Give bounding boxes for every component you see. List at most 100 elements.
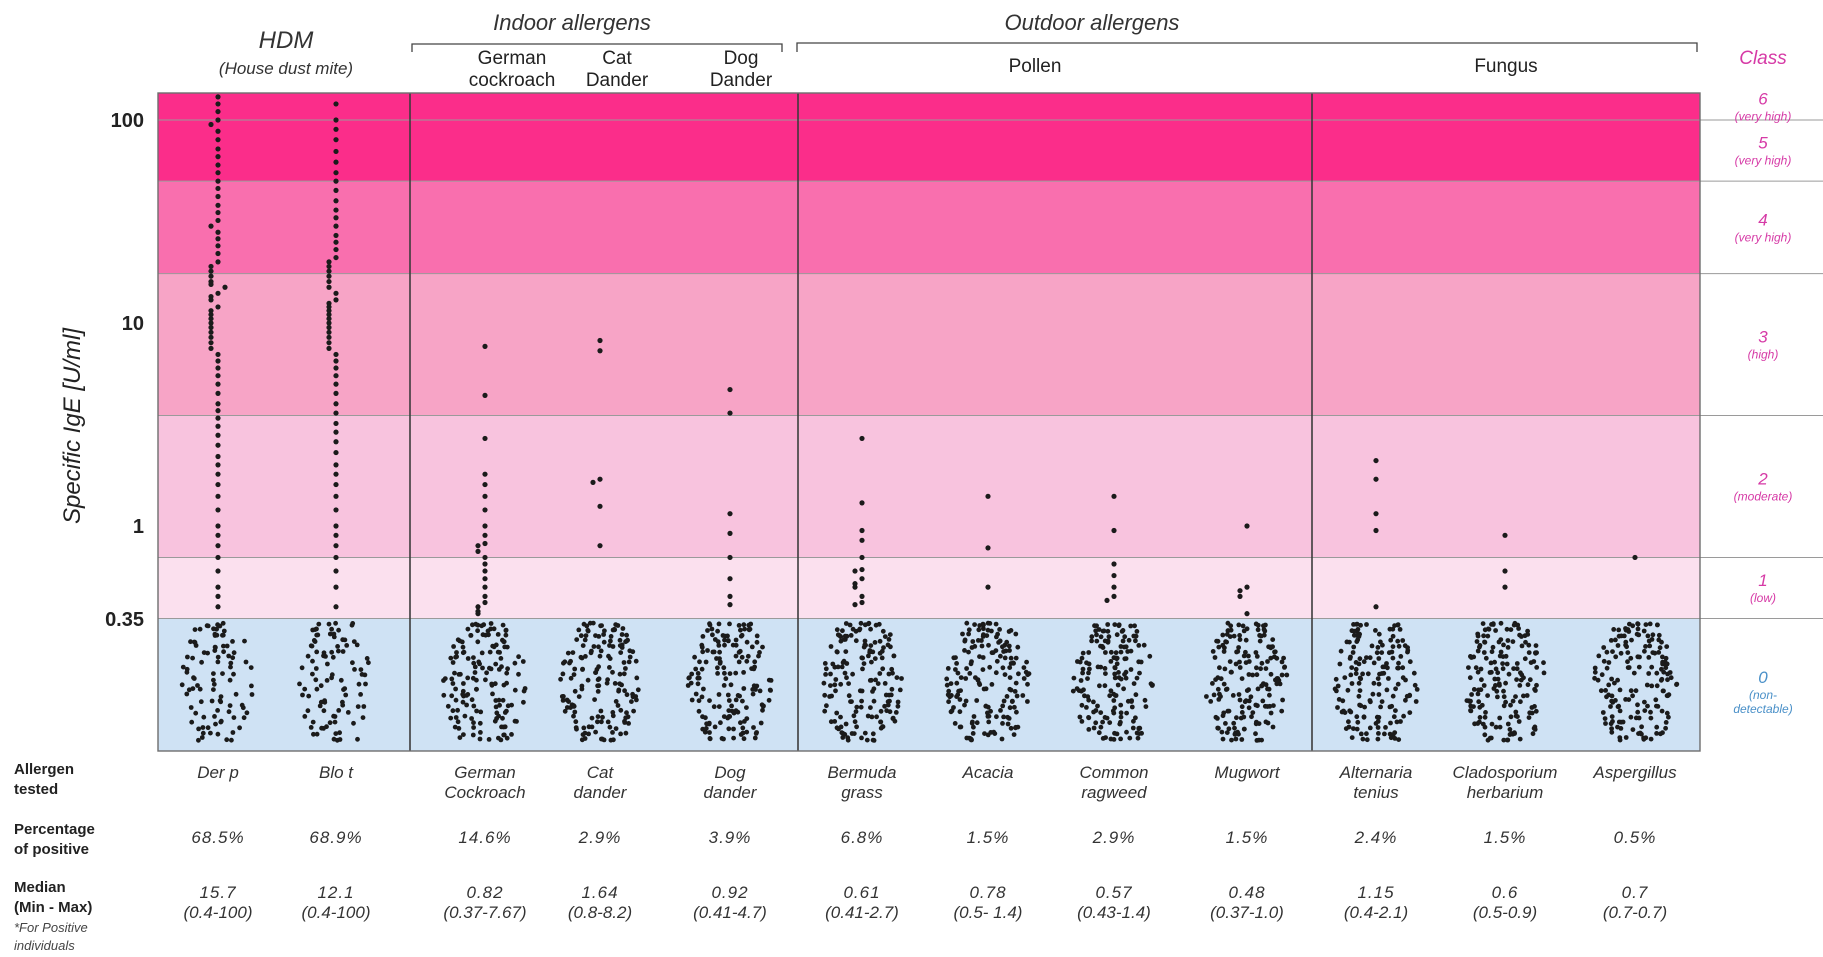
data-point <box>871 698 877 704</box>
data-point <box>1013 724 1019 730</box>
data-point <box>1388 720 1393 726</box>
data-point <box>1348 672 1354 678</box>
data-point <box>1079 655 1085 661</box>
class-band-0 <box>158 618 1700 751</box>
data-point <box>1504 661 1510 667</box>
class-number: 4 <box>1758 210 1767 229</box>
data-point <box>1641 628 1647 634</box>
data-point <box>1093 720 1099 726</box>
data-point <box>1094 638 1100 644</box>
data-point <box>493 661 499 667</box>
data-point <box>1642 708 1648 713</box>
data-point <box>725 692 731 698</box>
data-point <box>1118 710 1124 716</box>
data-point <box>1609 698 1614 704</box>
data-point <box>1111 561 1117 567</box>
data-point <box>1118 714 1124 720</box>
data-point <box>1384 687 1390 693</box>
data-point <box>1111 584 1117 590</box>
data-point <box>592 697 597 702</box>
data-point <box>326 621 332 627</box>
data-point <box>333 246 339 253</box>
data-point <box>733 653 739 659</box>
data-point <box>622 720 628 725</box>
data-point <box>1358 703 1364 709</box>
data-point <box>703 715 708 721</box>
data-point <box>599 623 604 628</box>
data-point <box>1102 638 1108 644</box>
data-point <box>208 268 214 274</box>
data-point <box>306 693 312 699</box>
data-point <box>599 719 604 725</box>
data-point <box>226 709 232 715</box>
data-point <box>484 670 489 676</box>
data-point <box>1143 704 1149 709</box>
data-point <box>1239 676 1245 681</box>
data-point <box>485 628 491 634</box>
data-point <box>493 704 499 710</box>
data-point <box>1396 643 1402 649</box>
data-point <box>1225 708 1231 714</box>
data-point <box>1667 670 1673 675</box>
data-point <box>615 623 621 628</box>
data-point <box>1223 639 1228 645</box>
data-point <box>1246 705 1252 711</box>
data-point <box>862 730 868 736</box>
data-point <box>1215 686 1221 692</box>
data-point <box>1482 714 1488 720</box>
data-point <box>626 659 632 665</box>
data-point <box>208 263 214 270</box>
data-point <box>585 677 591 683</box>
data-point <box>1240 623 1246 629</box>
data-point <box>1606 660 1612 665</box>
data-point <box>521 699 526 705</box>
data-point <box>822 708 828 714</box>
data-point <box>1407 659 1413 665</box>
data-point <box>1104 715 1110 721</box>
allergen-name: grass <box>841 783 883 802</box>
cat-dander-header: Dander <box>586 70 649 91</box>
data-point <box>631 708 636 714</box>
data-point <box>843 721 849 727</box>
data-point <box>1002 672 1008 677</box>
data-point <box>336 648 341 654</box>
data-point <box>1642 648 1647 654</box>
data-point <box>1220 632 1226 638</box>
data-point <box>1523 639 1528 645</box>
data-point <box>1541 660 1546 666</box>
data-point <box>184 669 190 675</box>
data-point <box>1396 660 1401 666</box>
data-point <box>1361 659 1367 665</box>
data-point <box>455 719 461 725</box>
data-point <box>744 705 749 710</box>
data-point <box>1513 713 1519 719</box>
data-point <box>326 268 332 274</box>
data-point <box>333 410 339 416</box>
data-point <box>211 687 216 692</box>
data-point <box>726 714 732 719</box>
data-point <box>565 650 571 656</box>
data-point <box>1674 681 1680 687</box>
data-point <box>1376 681 1382 687</box>
data-point <box>854 724 859 730</box>
data-point <box>474 708 479 714</box>
data-point <box>963 676 969 681</box>
data-point <box>355 704 361 709</box>
data-point <box>1086 661 1092 667</box>
data-point <box>1375 725 1381 730</box>
data-point <box>501 639 507 645</box>
data-point <box>767 687 773 693</box>
data-point <box>703 726 709 731</box>
data-point <box>1378 639 1383 645</box>
data-point <box>471 655 476 660</box>
data-point <box>1007 675 1013 680</box>
data-point <box>752 735 758 741</box>
data-point <box>862 622 868 628</box>
data-point <box>962 648 967 653</box>
data-point <box>701 686 706 692</box>
range-value: (0.41-2.7) <box>825 903 899 922</box>
data-point <box>190 686 196 691</box>
data-point <box>616 687 622 693</box>
data-point <box>1129 704 1135 710</box>
data-point <box>1477 644 1482 650</box>
